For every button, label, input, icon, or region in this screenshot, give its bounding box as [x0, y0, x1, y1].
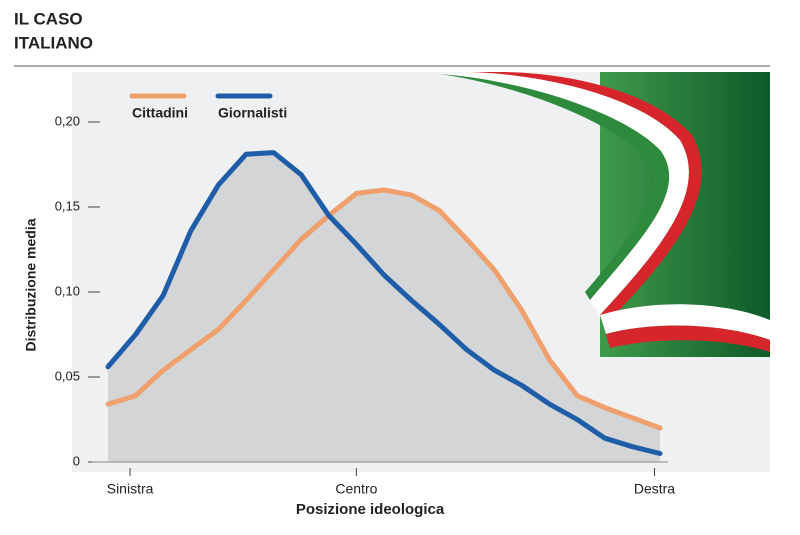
y-tick-label: 0,10 — [55, 283, 80, 298]
y-tick-label: 0 — [73, 453, 80, 468]
chart-title: IL CASO — [14, 9, 83, 28]
ribbon-tail-red — [606, 325, 770, 352]
line — [105, 187, 663, 431]
line — [105, 150, 663, 456]
area — [108, 152, 660, 462]
y-tick-label: 0,05 — [55, 368, 80, 383]
chart-title: ITALIANO — [14, 33, 93, 52]
y-axis-label: Distribuzione media — [23, 218, 39, 351]
x-axis-label: Posizione ideologica — [296, 501, 445, 518]
y-tick-label: 0,15 — [55, 198, 80, 213]
x-tick-label: Sinistra — [107, 481, 154, 497]
y-tick-label: 0,20 — [55, 113, 80, 128]
ribbon-green — [440, 74, 670, 300]
x-tick-label: Destra — [634, 481, 675, 497]
x-tick-label: Centro — [335, 481, 377, 497]
legend-label: Cittadini — [132, 105, 188, 121]
ribbon-tail — [600, 304, 770, 340]
legend-label: Giornalisti — [218, 105, 287, 121]
